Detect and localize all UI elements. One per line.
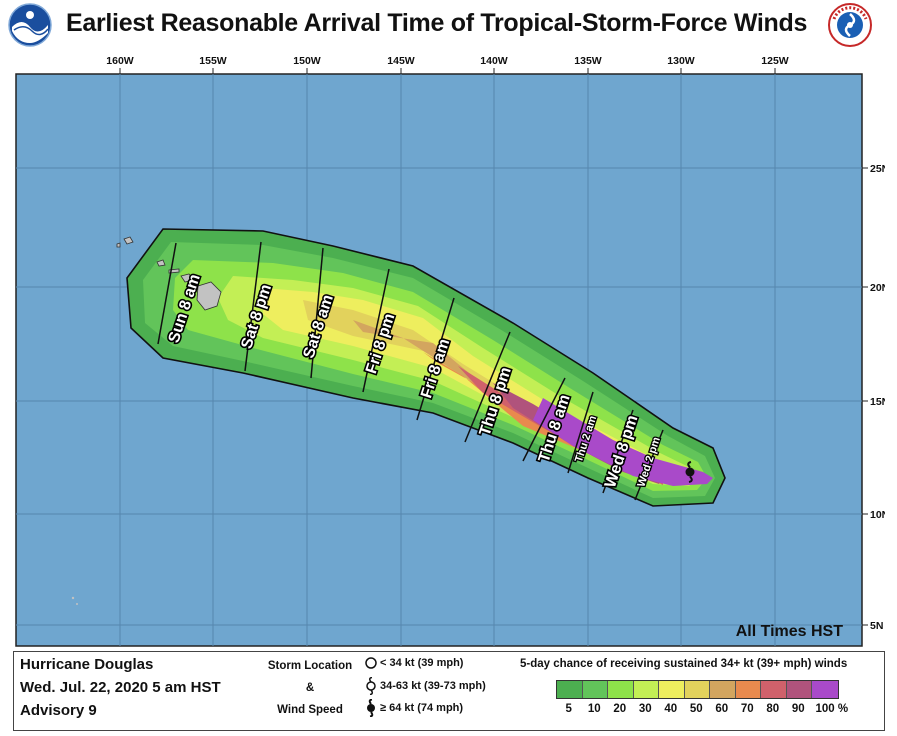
symbol-label-hurricane: ≥ 64 kt (74 mph) [380, 701, 464, 714]
hurricane-position-icon [685, 461, 695, 483]
symbol-row-hurricane: ≥ 64 kt (74 mph) [364, 698, 464, 718]
probability-tick-label: 50 [689, 703, 703, 715]
latitude-label: 20N [870, 282, 885, 294]
issued-time: Wed. Jul. 22, 2020 5 am HST [20, 679, 221, 696]
longitude-label: 130W [667, 55, 695, 67]
header: noaa-logo Earliest Reasonable Arrival Ti… [0, 0, 897, 47]
storm-location-title: Storm Location [267, 660, 353, 672]
longitude-label: 145W [387, 55, 415, 67]
probability-swatch [812, 681, 838, 698]
hurricane-icon [367, 698, 375, 718]
probability-swatch [582, 681, 608, 698]
probability-tick-label: 40 [664, 703, 678, 715]
isochrone-line [244, 241, 262, 372]
probability-tick-label: 30 [638, 703, 652, 715]
isochrone-line [310, 247, 324, 379]
wind-speed-title: Wind Speed [277, 704, 343, 716]
island-hawaii [196, 281, 222, 311]
symbol-label-tropical-storm: 34-63 kt (39-73 mph) [380, 679, 486, 692]
open-circle-icon [365, 657, 377, 669]
probability-swatch [786, 681, 812, 698]
latitude-label: 5N [870, 620, 883, 632]
island-kauai [123, 236, 134, 245]
isochrone-line [522, 377, 566, 462]
island-oahu [156, 259, 166, 267]
island-maui [180, 273, 194, 283]
probability-tick-label: 5 [565, 703, 572, 715]
latitude-label: 10N [870, 509, 885, 521]
longitude-label: 135W [574, 55, 602, 67]
probability-swatch [735, 681, 761, 698]
longitude-label: 125W [761, 55, 789, 67]
probability-swatch [659, 681, 685, 698]
longitude-label: 150W [293, 55, 321, 67]
latitude-label: 15N [870, 396, 885, 408]
tropical-storm-icon [366, 676, 376, 696]
legend-panel: Hurricane Douglas Wed. Jul. 22, 2020 5 a… [13, 651, 885, 731]
probability-title: 5-day chance of receiving sustained 34+ … [520, 658, 848, 670]
symbol-row-tropical-storm: 34-63 kt (39-73 mph) [364, 676, 486, 696]
forecast-map: 160W 155W 150W 145W 140W 135W 130W 125W 25N 20N 15… [13, 48, 885, 648]
probability-tick-label: 90 [791, 703, 805, 715]
nws-logo [828, 3, 872, 47]
isochrone-line [362, 268, 390, 393]
isochrone-line [416, 297, 455, 421]
isochrone-line [602, 409, 634, 494]
probability-swatch [761, 681, 787, 698]
small-island [76, 603, 78, 605]
probability-swatch [608, 681, 634, 698]
small-island [71, 596, 75, 600]
advisory-number: Advisory 9 [20, 702, 97, 719]
symbol-row-weak: < 34 kt (39 mph) [364, 656, 463, 670]
symbol-label-weak: < 34 kt (39 mph) [380, 656, 464, 669]
isochrone-line [157, 242, 177, 345]
latitude-label: 25N [870, 163, 885, 175]
timezone-note: All Times HST [736, 623, 844, 640]
probability-tick-label: 80 [766, 703, 780, 715]
probability-tick-label: 60 [715, 703, 729, 715]
storm-name: Hurricane Douglas [20, 656, 154, 673]
probability-tick-label: 70 [740, 703, 754, 715]
probability-tick-label: 100 % [815, 703, 849, 715]
isochrone-line [634, 429, 664, 501]
longitude-label: 155W [199, 55, 227, 67]
storm-location-ampersand: & [305, 682, 315, 694]
probability-swatch [557, 681, 583, 698]
probability-swatch [633, 681, 659, 698]
noaa-logo: noaa-logo [8, 3, 52, 47]
isochrone-line [464, 331, 511, 443]
probability-tick-label: 10 [587, 703, 601, 715]
page-title: Earliest Reasonable Arrival Time of Trop… [66, 9, 808, 37]
isochrone-line [567, 391, 594, 474]
probability-band-10 [533, 398, 713, 486]
map-canvas: 160W 155W 150W 145W 140W 135W 130W 125W 25N 20N 15… [15, 55, 885, 647]
probability-colorbar [556, 680, 839, 699]
swath-outline [126, 228, 726, 507]
longitude-label: 140W [480, 55, 508, 67]
probability-tick-label: 20 [613, 703, 627, 715]
longitude-label: 160W [106, 55, 134, 67]
probability-swatch [710, 681, 736, 698]
island-niihau [116, 242, 121, 248]
probability-swatch [684, 681, 710, 698]
